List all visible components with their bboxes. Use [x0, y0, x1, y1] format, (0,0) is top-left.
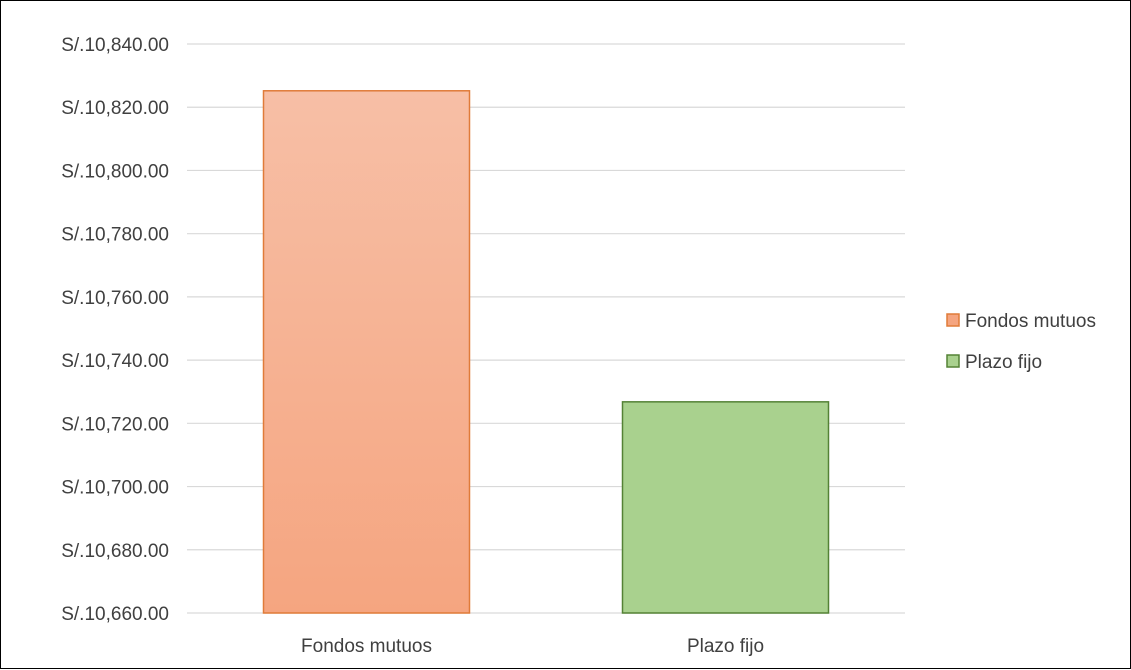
y-tick-label: S/.10,760.00	[61, 288, 169, 309]
y-tick-label: S/.10,720.00	[61, 414, 169, 435]
legend-label: Plazo fijo	[965, 352, 1042, 373]
legend-swatch	[946, 354, 960, 368]
bar-plazo-fijo	[621, 401, 830, 614]
legend: Fondos mutuos Plazo fijo	[946, 311, 1096, 373]
x-axis-category-labels: Fondos mutuos Plazo fijo	[301, 636, 764, 657]
legend-swatch	[946, 313, 960, 327]
y-tick-label: S/.10,780.00	[61, 225, 169, 246]
y-tick-label: S/.10,840.00	[61, 35, 169, 56]
y-tick-label: S/.10,700.00	[61, 478, 169, 499]
y-axis-tick-labels: S/.10,660.00 S/.10,680.00 S/.10,700.00 S/.1…	[61, 35, 169, 625]
bars	[262, 90, 830, 614]
y-tick-label: S/.10,740.00	[61, 351, 169, 372]
y-tick-label: S/.10,820.00	[61, 98, 169, 119]
bar-fondos-mutuos	[262, 90, 471, 614]
y-tick-label: S/.10,660.00	[61, 604, 169, 625]
y-tick-label: S/.10,680.00	[61, 541, 169, 562]
x-category-label: Fondos mutuos	[301, 636, 432, 657]
y-tick-label: S/.10,800.00	[61, 161, 169, 182]
x-category-label: Plazo fijo	[687, 636, 764, 657]
legend-label: Fondos mutuos	[965, 311, 1096, 332]
